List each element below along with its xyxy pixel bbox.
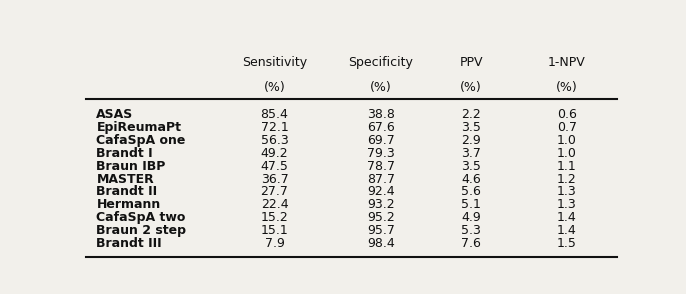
Text: ASAS: ASAS <box>96 108 134 121</box>
Text: 72.1: 72.1 <box>261 121 288 134</box>
Text: Hermann: Hermann <box>96 198 161 211</box>
Text: PPV: PPV <box>460 56 483 69</box>
Text: 1.0: 1.0 <box>557 134 577 147</box>
Text: 85.4: 85.4 <box>261 108 288 121</box>
Text: 1.4: 1.4 <box>557 211 577 224</box>
Text: 1.2: 1.2 <box>557 173 577 186</box>
Text: 5.6: 5.6 <box>461 186 481 198</box>
Text: 79.3: 79.3 <box>367 147 394 160</box>
Text: 1.5: 1.5 <box>557 237 577 250</box>
Text: Brandt I: Brandt I <box>96 147 153 160</box>
Text: 2.2: 2.2 <box>461 108 481 121</box>
Text: 2.9: 2.9 <box>461 134 481 147</box>
Text: 7.9: 7.9 <box>265 237 285 250</box>
Text: 1.3: 1.3 <box>557 198 577 211</box>
Text: Specificity: Specificity <box>348 56 413 69</box>
Text: (%): (%) <box>370 81 392 94</box>
Text: 3.5: 3.5 <box>461 160 481 173</box>
Text: 0.7: 0.7 <box>557 121 577 134</box>
Text: 95.2: 95.2 <box>367 211 394 224</box>
Text: 3.5: 3.5 <box>461 121 481 134</box>
Text: Brandt II: Brandt II <box>96 186 158 198</box>
Text: 38.8: 38.8 <box>367 108 394 121</box>
Text: 1-NPV: 1-NPV <box>548 56 586 69</box>
Text: 15.2: 15.2 <box>261 211 288 224</box>
Text: CafaSpA two: CafaSpA two <box>96 211 186 224</box>
Text: 27.7: 27.7 <box>261 186 288 198</box>
Text: 92.4: 92.4 <box>367 186 394 198</box>
Text: EpiReumaPt: EpiReumaPt <box>96 121 181 134</box>
Text: 93.2: 93.2 <box>367 198 394 211</box>
Text: 49.2: 49.2 <box>261 147 288 160</box>
Text: 36.7: 36.7 <box>261 173 288 186</box>
Text: 1.4: 1.4 <box>557 224 577 237</box>
Text: MASTER: MASTER <box>96 173 154 186</box>
Text: 15.1: 15.1 <box>261 224 288 237</box>
Text: 22.4: 22.4 <box>261 198 288 211</box>
Text: 5.3: 5.3 <box>461 224 481 237</box>
Text: Brandt III: Brandt III <box>96 237 162 250</box>
Text: 0.6: 0.6 <box>557 108 577 121</box>
Text: 1.1: 1.1 <box>557 160 577 173</box>
Text: 67.6: 67.6 <box>367 121 394 134</box>
Text: 1.0: 1.0 <box>557 147 577 160</box>
Text: (%): (%) <box>556 81 578 94</box>
Text: 95.7: 95.7 <box>367 224 394 237</box>
Text: Sensitivity: Sensitivity <box>242 56 307 69</box>
Text: Braun IBP: Braun IBP <box>96 160 166 173</box>
Text: 69.7: 69.7 <box>367 134 394 147</box>
Text: CafaSpA one: CafaSpA one <box>96 134 186 147</box>
Text: 98.4: 98.4 <box>367 237 394 250</box>
Text: 1.3: 1.3 <box>557 186 577 198</box>
Text: 87.7: 87.7 <box>367 173 395 186</box>
Text: 5.1: 5.1 <box>461 198 481 211</box>
Text: 4.6: 4.6 <box>461 173 481 186</box>
Text: 56.3: 56.3 <box>261 134 288 147</box>
Text: 47.5: 47.5 <box>261 160 288 173</box>
Text: (%): (%) <box>263 81 285 94</box>
Text: Braun 2 step: Braun 2 step <box>96 224 187 237</box>
Text: 4.9: 4.9 <box>461 211 481 224</box>
Text: 78.7: 78.7 <box>367 160 395 173</box>
Text: 3.7: 3.7 <box>461 147 481 160</box>
Text: 7.6: 7.6 <box>461 237 481 250</box>
Text: (%): (%) <box>460 81 482 94</box>
